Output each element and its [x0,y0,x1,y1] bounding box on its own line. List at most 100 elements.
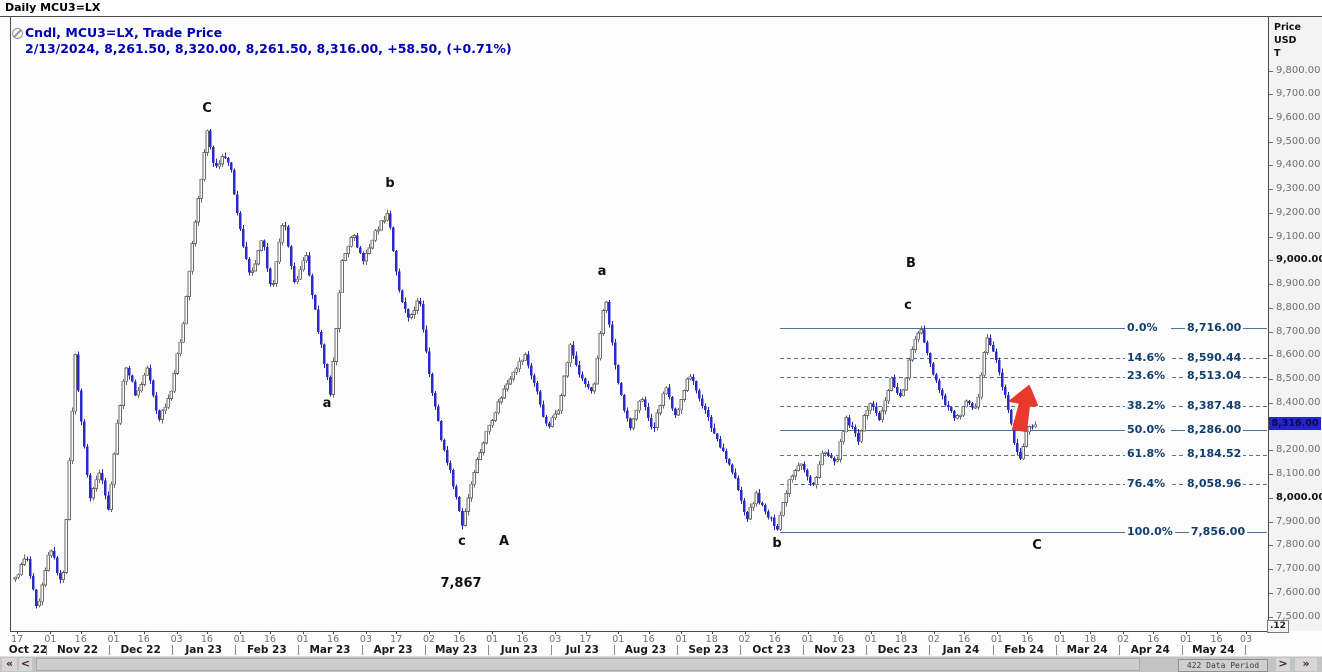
x-tick-mark [807,631,809,634]
x-tick-mark [429,631,431,634]
x-tick-mark [1153,631,1155,634]
x-axis-month: Jan 23 [185,644,223,656]
candlestick-chart-canvas[interactable] [0,0,1322,656]
scroll-right-button[interactable]: > [1276,658,1290,671]
y-axis-label: 9,500.00 [1276,135,1321,147]
x-axis-day: 01 [990,634,1003,645]
wave-label-B: B [906,256,916,271]
x-axis-day: 01 [296,634,309,645]
x-axis-day: 03 [1240,634,1253,645]
x-axis-month: May 24 [1192,644,1235,656]
y-tick-mark [1269,70,1273,72]
x-axis-month: Mar 24 [1066,644,1108,656]
window-title-bar: Daily MCU3=LX [0,0,1322,17]
fib-price: 8,286.00 [1185,422,1244,436]
x-tick-mark [774,631,776,634]
y-axis-label: 8,100.00 [1276,468,1321,480]
x-axis-month: Aug 23 [624,644,667,656]
fib-percent: 61.8% [1125,447,1171,460]
y-tick-mark [1269,141,1273,143]
x-axis-day: 18 [705,634,718,645]
data-period-button[interactable]: 422 Data Period [1178,658,1268,672]
y-axis-label: 9,600.00 [1276,111,1321,123]
fib-percent: 100.0% [1125,524,1175,538]
x-axis-day: 01 [107,634,120,645]
x-tick-mark [459,631,461,634]
y-axis-label: 9,000.00 [1276,254,1322,266]
x-axis-day: 03 [170,634,183,645]
scrollbar-thumb[interactable] [36,658,1140,671]
x-axis-day: 17 [579,634,592,645]
month-separator [550,645,552,655]
y-axis-label: 9,300.00 [1276,183,1321,195]
wave-label-7,867: 7,867 [440,576,482,591]
wave-label-b: b [772,536,782,551]
y-tick-mark [1269,545,1273,547]
scroll-far-left-button[interactable]: « [2,658,17,671]
x-axis-day: 01 [864,634,877,645]
scroll-left-button[interactable]: < [19,657,32,671]
month-separator [1181,645,1183,655]
y-axis-label: 7,700.00 [1276,563,1321,575]
x-tick-mark [1090,631,1092,634]
horizontal-scrollbar[interactable]: « < 422 Data Period > » [0,656,1322,672]
y-axis-label: 7,900.00 [1276,515,1321,527]
fib-label-38.2%: 38.2% 8,387.48 [1125,398,1244,412]
y-tick-mark [1269,616,1273,618]
y-tick-mark [1269,117,1273,119]
x-axis-day: 16 [74,634,87,645]
y-tick-mark [1269,165,1273,167]
y-tick-mark [1269,94,1273,96]
month-separator [487,645,489,655]
y-tick-mark [1269,212,1273,214]
month-separator [424,645,426,655]
y-axis-label: 7,600.00 [1276,586,1321,598]
fib-percent: 76.4% [1125,476,1171,490]
y-tick-mark [1269,355,1273,357]
y-axis-label: 8,500.00 [1276,373,1321,385]
x-axis-day: 03 [359,634,372,645]
x-axis-month: Apr 23 [373,644,413,656]
y-axis-label: 7,800.00 [1276,539,1321,551]
y-tick-mark [1269,569,1273,571]
fib-price: 8,513.04 [1185,369,1244,382]
y-tick-mark [1269,592,1273,594]
scroll-far-right-button[interactable]: » [1295,658,1317,671]
fib-price: 8,716.00 [1185,320,1244,334]
y-tick-mark [1269,379,1273,381]
fib-price: 8,184.52 [1185,447,1244,460]
chart-plot-area[interactable] [10,17,1269,632]
x-tick-mark [239,631,241,634]
decimal-precision-box[interactable]: .12 [1267,620,1289,633]
y-tick-mark [1269,284,1273,286]
x-axis-month: Feb 23 [247,644,287,656]
x-axis-day: 02 [422,634,436,645]
fib-label-76.4%: 76.4% 8,058.96 [1125,476,1244,490]
x-tick-mark [302,631,304,634]
chart-legend: Cndl, MCU3=LX, Trade Price 2/13/2024, 8,… [12,25,512,57]
fib-price: 8,058.96 [1185,476,1244,490]
y-axis-label: 8,000.00 [1276,491,1322,503]
x-axis-day: 16 [958,634,971,645]
x-tick-mark [143,631,145,634]
x-axis-day: 01 [233,634,246,645]
legend-ohlc-values: 2/13/2024, 8,261.50, 8,320.00, 8,261.50,… [25,41,512,56]
fib-label-100.0%: 100.0% 7,856.00 [1125,524,1248,538]
x-tick-mark [1216,631,1218,634]
fib-percent: 23.6% [1125,369,1171,382]
x-tick-mark [996,631,998,634]
x-tick-mark [933,631,935,634]
legend-marker-icon[interactable] [12,28,23,39]
x-tick-mark [1027,631,1029,634]
window-title: Daily MCU3=LX [5,1,101,14]
x-axis-month: May 23 [434,644,478,656]
month-separator [866,645,868,655]
x-tick-mark [711,631,713,634]
x-axis-day: 16 [263,634,277,645]
y-axis-label: 8,600.00 [1276,349,1321,361]
month-separator [929,645,931,655]
x-axis-day: 01 [675,634,688,645]
fib-price: 7,856.00 [1188,524,1248,538]
x-axis-day: 16 [327,634,340,645]
fib-price: 8,387.48 [1185,398,1244,412]
